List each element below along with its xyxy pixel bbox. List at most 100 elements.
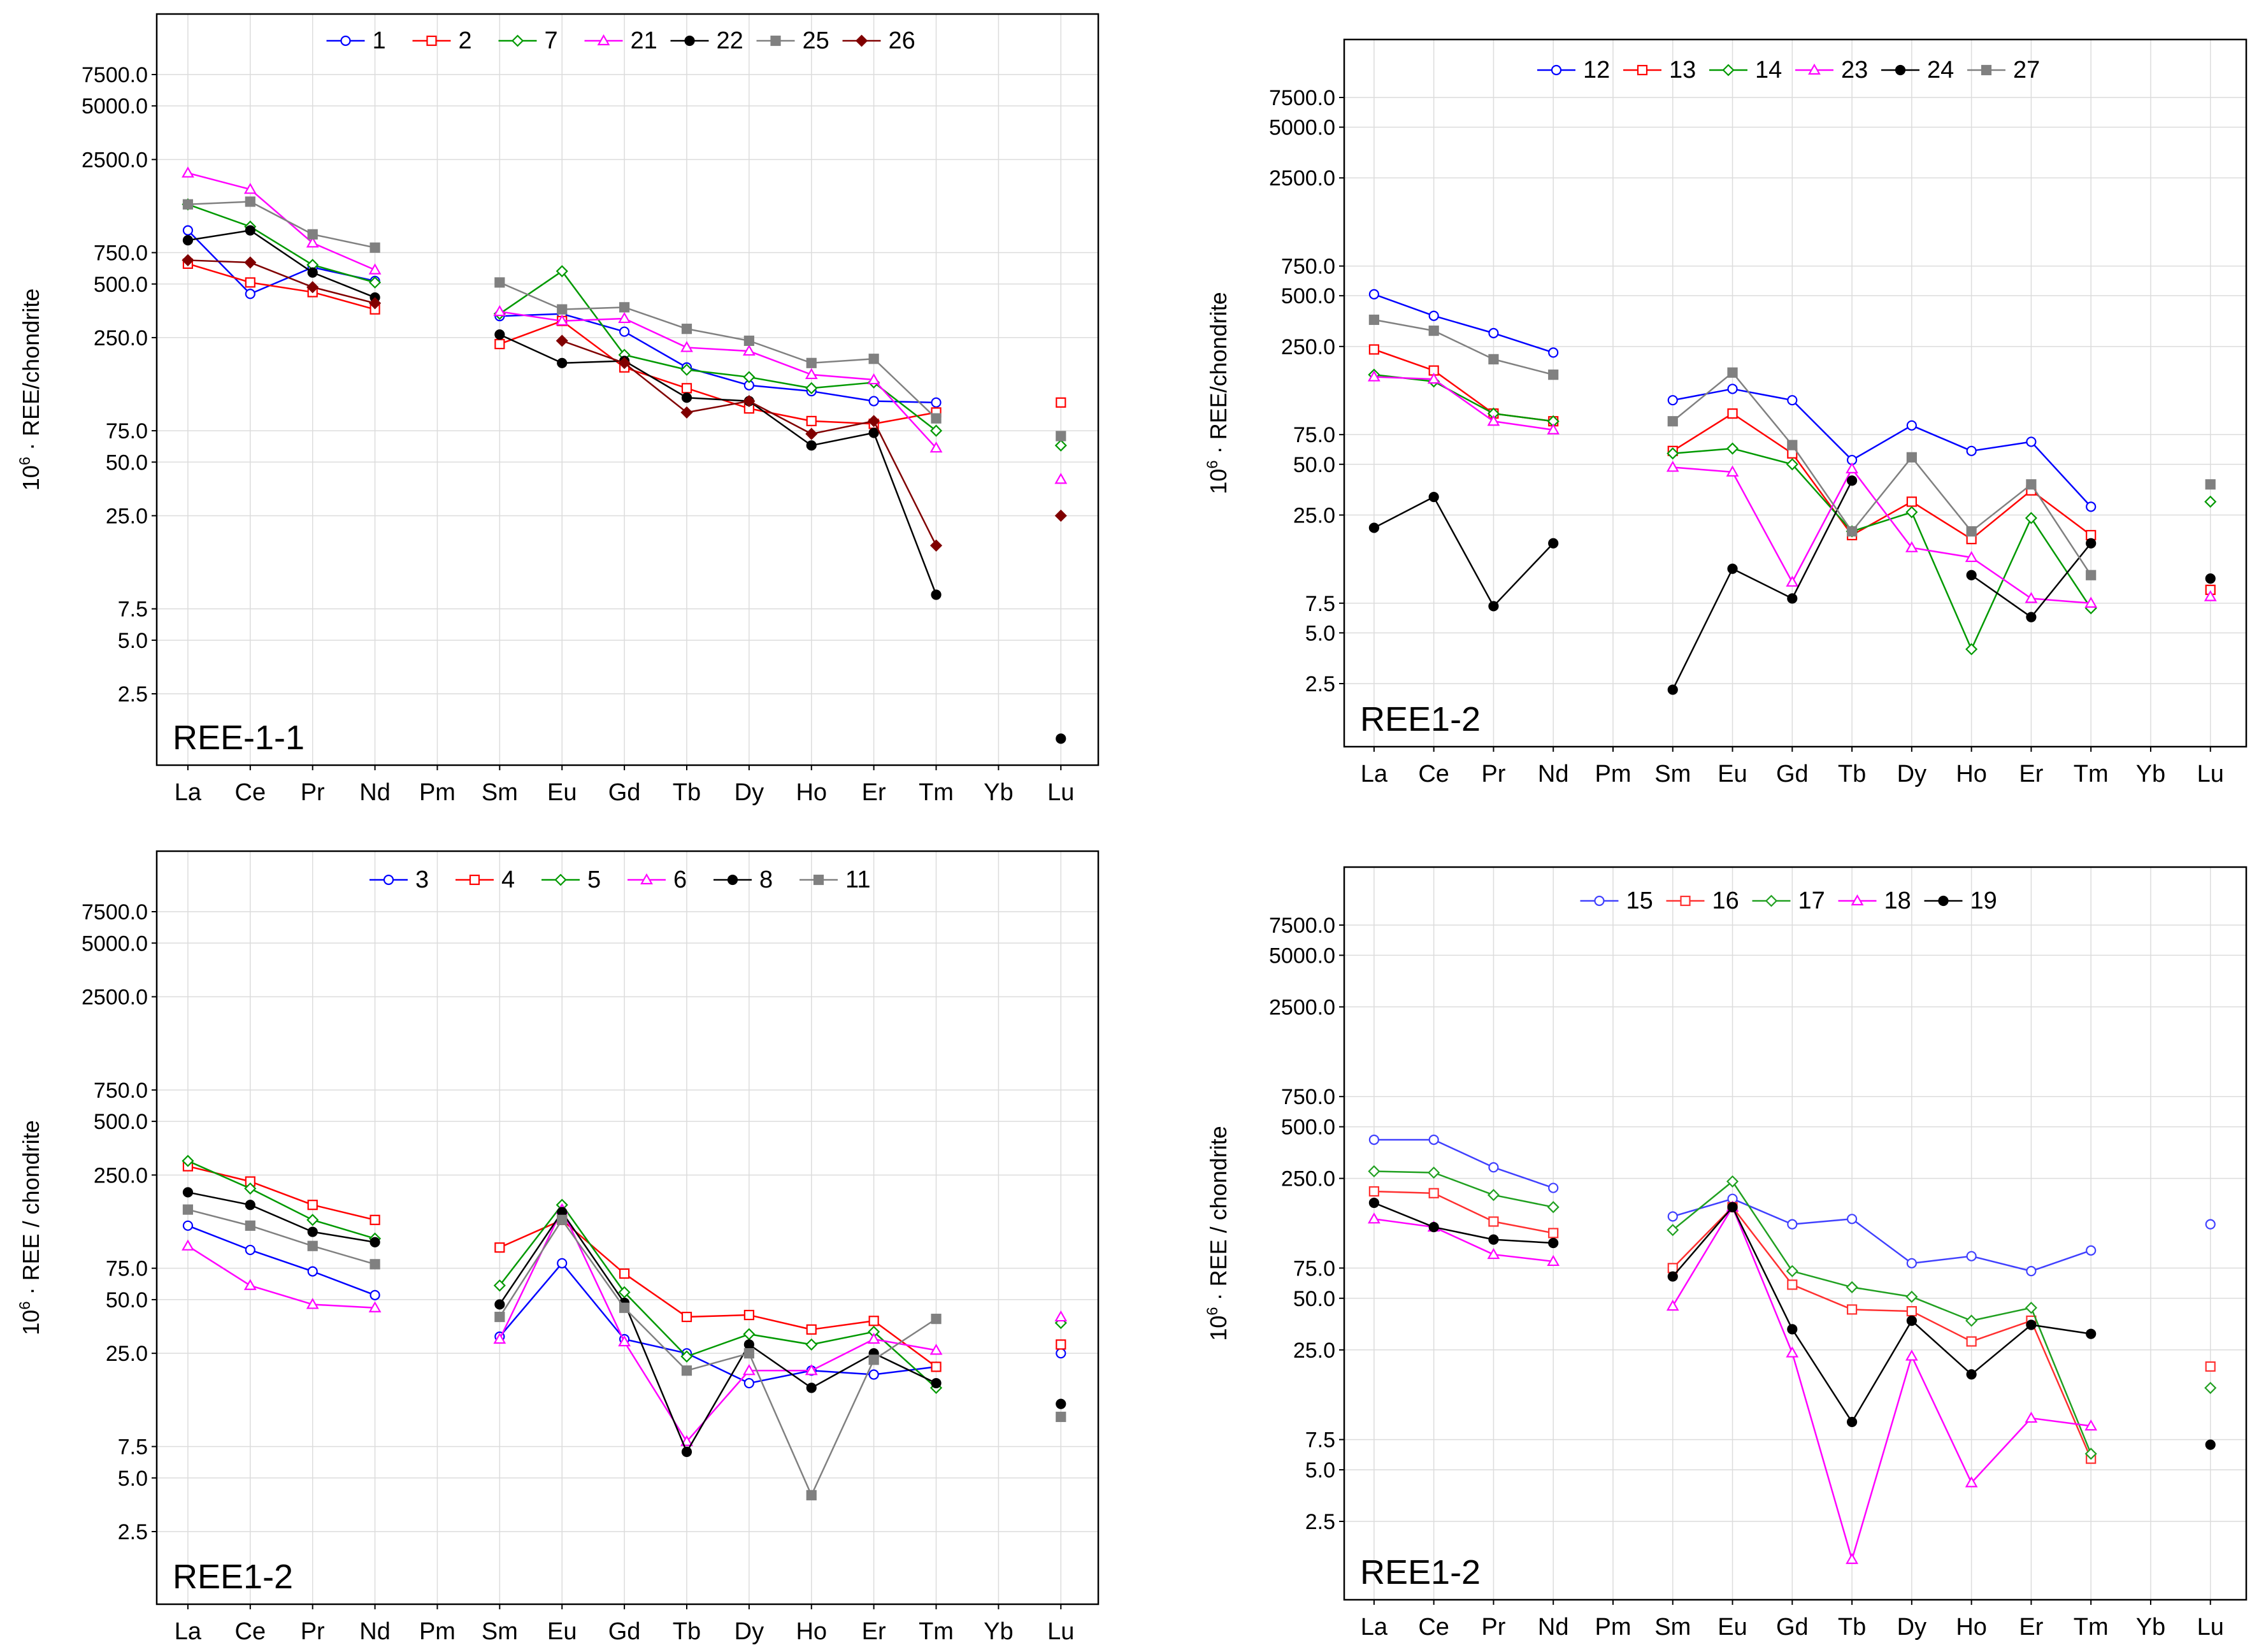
series-line-segment — [1493, 542, 1554, 607]
series-line-segment — [624, 1341, 688, 1442]
series-line-segment — [1493, 1221, 1554, 1234]
y-tick-label: 5000.0 — [1269, 944, 1335, 968]
series-line-segment — [686, 1352, 750, 1372]
series-line-segment — [1373, 496, 1435, 529]
data-point — [1846, 526, 1858, 537]
x-tick-label: Gd — [1776, 761, 1809, 787]
data-point — [2204, 495, 2217, 508]
data-point — [1548, 1182, 1559, 1193]
legend-label: 24 — [1927, 57, 1954, 83]
legend-marker — [554, 873, 567, 886]
legend-label: 5 — [587, 866, 601, 893]
data-point — [369, 1259, 380, 1270]
series-line-segment — [1852, 1309, 1912, 1312]
data-point — [1787, 1219, 1798, 1230]
legend-marker — [727, 874, 738, 886]
data-point — [743, 335, 754, 346]
data-point — [805, 382, 818, 394]
x-tick-label: Tm — [2074, 1614, 2109, 1641]
plot-frame — [155, 13, 1100, 766]
y-tick-label: 750.0 — [1281, 1085, 1335, 1109]
y-tick-label: 750.0 — [94, 241, 148, 266]
data-point — [182, 1204, 194, 1215]
series-line-segment — [250, 1181, 313, 1206]
data-point — [245, 196, 255, 207]
y-tick-label: 7.5 — [118, 598, 148, 622]
series-11 — [182, 1204, 1066, 1500]
data-point — [1368, 344, 1379, 355]
series-line-segment — [686, 1370, 750, 1442]
data-point — [867, 373, 880, 385]
x-tick-label: Eu — [547, 1618, 577, 1645]
data-point — [1487, 415, 1500, 426]
data-point — [1966, 445, 1977, 456]
series-line-segment — [1493, 1194, 1554, 1208]
data-point — [1054, 439, 1067, 452]
series-line-segment — [1911, 1255, 1972, 1265]
series-line-segment — [561, 340, 625, 364]
legend-marker — [1765, 894, 1778, 907]
y-tick-label: 750.0 — [1281, 255, 1335, 279]
series-line-segment — [1433, 1138, 1494, 1168]
data-point — [929, 539, 943, 552]
data-point — [806, 357, 817, 368]
series-line-segment — [1791, 399, 1853, 461]
legend-marker — [1722, 64, 1735, 76]
series-line-segment — [1970, 489, 2032, 540]
x-tick-label: Pm — [419, 779, 455, 806]
data-point — [1726, 465, 1739, 477]
data-point — [2026, 612, 2037, 622]
series-line-segment — [624, 354, 687, 371]
series-line-segment — [686, 347, 749, 352]
series-line-segment — [1732, 1206, 1793, 1286]
data-point — [1727, 384, 1738, 394]
data-point — [2026, 1319, 2037, 1330]
series-line-segment — [873, 1353, 937, 1384]
series-line-segment — [187, 229, 251, 241]
legend: 12 13 14 23 24 27 — [1537, 57, 2040, 83]
series-line-segment — [187, 262, 251, 284]
series-line-segment — [624, 1291, 687, 1358]
x-tick-label: Lu — [2197, 1614, 2224, 1641]
data-point — [182, 1239, 194, 1251]
series-line-segment — [250, 1225, 313, 1247]
series-line-segment — [250, 261, 313, 288]
series-27 — [1368, 314, 2216, 580]
series-line-segment — [2030, 484, 2092, 576]
series-line-segment — [1433, 370, 1495, 415]
data-point — [494, 1299, 505, 1310]
data-point — [557, 1258, 568, 1268]
data-point — [1667, 684, 1678, 695]
legend-label: 1 — [373, 27, 386, 54]
data-point — [1056, 1398, 1066, 1409]
data-point — [245, 1244, 255, 1256]
series-line-segment — [624, 1273, 687, 1318]
data-point — [1786, 1265, 1798, 1277]
legend-label: 14 — [1755, 57, 1782, 83]
x-tick-label: Dy — [1897, 1614, 1926, 1641]
data-point — [681, 1365, 692, 1376]
legend-marker — [511, 34, 524, 47]
data-point — [1846, 1281, 1858, 1293]
y-tick-label: 2.5 — [1305, 1510, 1335, 1534]
data-point — [1428, 1188, 1439, 1198]
data-point — [1547, 1201, 1560, 1214]
series-line-segment — [811, 357, 874, 364]
x-tick-label: Er — [862, 1618, 886, 1645]
data-point — [1368, 1186, 1379, 1197]
data-point — [493, 1332, 506, 1344]
data-point — [307, 1240, 318, 1251]
y-tick-label: 5.0 — [1305, 1458, 1335, 1483]
plot-area — [1344, 40, 2246, 747]
data-point — [1905, 506, 1918, 519]
series-line-segment — [873, 1320, 937, 1368]
plot-frame — [155, 850, 1100, 1605]
x-tick-label: Er — [862, 779, 886, 806]
y-tick-label: 2500.0 — [1269, 166, 1335, 190]
plot-area — [157, 14, 1098, 765]
data-point — [1965, 550, 1978, 563]
x-tick-label: Ce — [235, 779, 266, 806]
chart-panel-1: 7500.05000.02500.0750.0500.0250.075.050.… — [17, 13, 1100, 806]
series-line-segment — [1851, 511, 1912, 533]
data-point — [1548, 1228, 1559, 1239]
